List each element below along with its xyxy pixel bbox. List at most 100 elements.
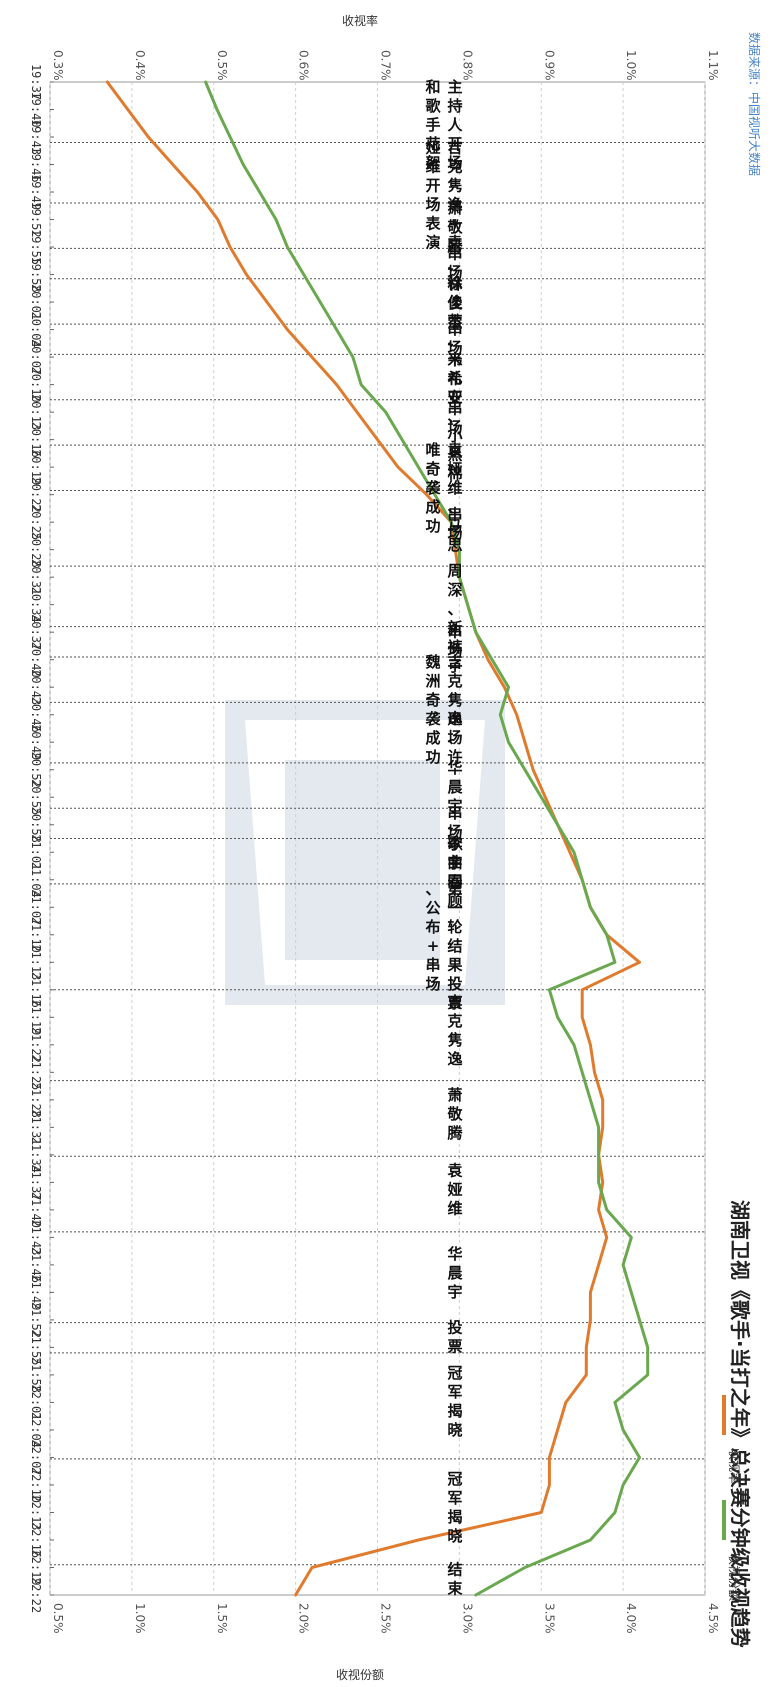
- segment-label-char: 场: [425, 196, 440, 214]
- segment-label-char: 亚: [447, 388, 462, 406]
- segment-label-char: 功: [425, 748, 440, 766]
- time-tick-label: 20:16: [29, 422, 43, 458]
- segment-label: 结束: [447, 1561, 463, 1598]
- legend-swatch-share: [722, 1500, 726, 1540]
- top-tick-label: 0.3%: [51, 50, 65, 81]
- segment-label-char: 春: [447, 873, 462, 891]
- segment-label-char: 周: [447, 562, 462, 580]
- segment-label-text: 华晨宇: [447, 1245, 463, 1301]
- segment-label-char: 李: [446, 835, 463, 853]
- segment-label: 串场: [447, 710, 462, 747]
- segment-label-char: 、: [447, 816, 462, 834]
- time-tick-label: 20:01: [29, 284, 43, 320]
- segment-label: 吉克隽逸、许 魏洲奇袭成功: [424, 653, 462, 766]
- legend-rating: 收视率: [727, 1448, 742, 1484]
- segment-label-char: 、: [447, 498, 462, 516]
- segment-label-char: 串: [425, 956, 440, 974]
- segment-label-text: 米希亚、小黑棉: [447, 350, 463, 482]
- segment-label-char: 隽: [447, 1031, 462, 1049]
- top-tick-label: 0.7%: [379, 50, 393, 81]
- watermark-logo: [225, 700, 505, 1005]
- time-tick-label: 21:16: [29, 972, 43, 1008]
- series-line-rating: [105, 80, 641, 1597]
- time-tick-label: 22:19: [29, 1549, 43, 1585]
- segment-label-char: 主: [447, 78, 462, 96]
- segment-label-char: 维: [447, 479, 462, 497]
- top-axis-label: 收视率: [342, 13, 378, 28]
- segment-label-char: 公: [425, 899, 440, 917]
- segment-label-char: 宇: [447, 797, 462, 815]
- segment-label-char: 吉: [447, 653, 462, 671]
- time-tick-label: 20:43: [29, 669, 43, 705]
- time-tick-label: 20:46: [29, 697, 43, 733]
- segment-label-char: 袁: [446, 234, 462, 252]
- segment-label-char: 、: [425, 880, 440, 898]
- time-tick-label: 21:25: [29, 1054, 43, 1090]
- segment-label-text: 吉克隽逸: [447, 993, 462, 1068]
- time-tick-label: 20:28: [29, 532, 43, 568]
- time-tick-label: 20:31: [29, 559, 43, 595]
- segment-label-text: 结束: [447, 1561, 463, 1598]
- segment-label: 串场: [447, 623, 462, 660]
- segment-label-char: 果: [446, 956, 463, 974]
- top-tick-label: 0.8%: [460, 50, 474, 81]
- chart-title: 湖南卫视《歌手·当打之年》总决赛分钟级收视趋势: [728, 1200, 752, 1648]
- segment-label-char: 晓: [447, 1421, 462, 1439]
- segment-label-char: 串: [447, 399, 462, 417]
- segment-label-char: 票: [447, 1338, 462, 1356]
- segment-label-char: 棉: [447, 464, 462, 482]
- top-tick-label: 1.1%: [706, 50, 720, 81]
- segment-label-char: 持: [447, 97, 462, 115]
- segment-label-char: 袁: [446, 1162, 462, 1180]
- bottom-tick-label: 4.0%: [624, 1603, 638, 1634]
- segment-label-char: 演: [425, 234, 440, 252]
- bottom-tick-label: 0.5%: [51, 1603, 65, 1634]
- segment-label-char: 敬: [446, 1105, 463, 1123]
- bottom-tick-label: 1.0%: [133, 1603, 147, 1634]
- segment-label-char: 克: [447, 672, 462, 690]
- time-tick-label: 20:58: [29, 807, 43, 843]
- segment-label: 萧敬腾、林俊杰: [446, 199, 463, 331]
- top-tick-label: 1.0%: [624, 50, 638, 81]
- segment-label-char: 华: [447, 1245, 462, 1263]
- segment-label-char: 串: [447, 320, 462, 338]
- time-tick-label: 19:43: [29, 119, 43, 155]
- segment-label-char: 黑: [447, 445, 462, 463]
- segment-label-text: 周深、新裤子: [447, 562, 462, 675]
- time-tick-label: 21:31: [29, 1109, 43, 1145]
- time-tick-label: 22:16: [29, 1522, 43, 1558]
- segment-label-char: 揭: [447, 1402, 462, 1420]
- segment-label-char: 袭: [424, 479, 441, 497]
- segment-label-char: 腾: [446, 1124, 463, 1142]
- segment-label-char: +: [427, 937, 440, 955]
- segment-label-char: 逸: [447, 196, 462, 214]
- segment-label-char: 回: [447, 873, 462, 891]
- segment-label-char: 军: [447, 1383, 462, 1401]
- time-axis-ticks: 19:3719:4019:4319:4619:4919:5219:5519:58…: [29, 64, 54, 1613]
- segment-label-text: 吉克隽逸、许 魏洲奇袭成功: [424, 653, 462, 766]
- segment-label-char: 成: [425, 498, 440, 516]
- time-tick-label: 21:55: [29, 1329, 43, 1365]
- segment-label-char: 揭: [447, 1508, 462, 1526]
- segment-label-char: 冠: [447, 1470, 462, 1488]
- segment-label-char: 、: [447, 332, 462, 350]
- time-tick-label: 21:07: [29, 889, 43, 925]
- segment-label-char: 束: [447, 1580, 463, 1598]
- time-tick-label: 22:10: [29, 1467, 43, 1503]
- time-tick-label: 22:22: [29, 1577, 43, 1613]
- segment-label-char: 马: [447, 517, 462, 535]
- segment-label-char: 徐: [446, 275, 462, 293]
- time-tick-label: 21:37: [29, 1164, 43, 1200]
- top-tick-label: 0.4%: [133, 50, 147, 81]
- time-tick-label: 21:49: [29, 1274, 43, 1310]
- time-tick-label: 22:01: [29, 1384, 43, 1420]
- segment-label-char: 隽: [447, 691, 462, 709]
- time-tick-label: 21:10: [29, 917, 43, 953]
- segment-label-text: 袁娅维、马思 唯奇袭成功: [424, 441, 462, 554]
- segment-label-char: 歌: [425, 97, 441, 115]
- segment-label: 袁娅维: [446, 1162, 462, 1218]
- series-lines: [105, 80, 650, 1597]
- segment-label-char: 逸: [447, 710, 462, 728]
- segment-label-char: 维: [447, 1200, 462, 1218]
- time-tick-label: 20:07: [29, 339, 43, 375]
